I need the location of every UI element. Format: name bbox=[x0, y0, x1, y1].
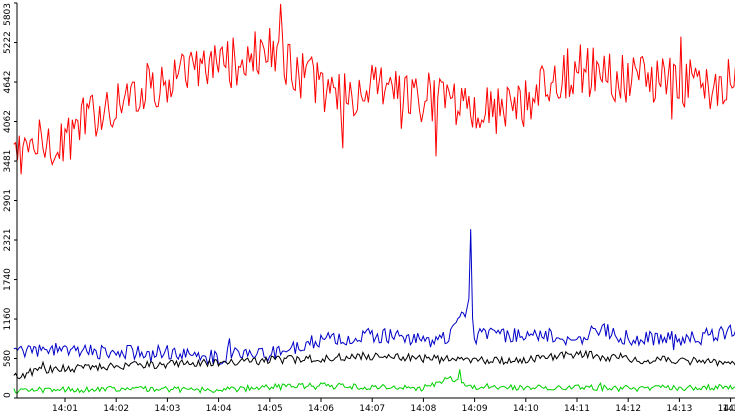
x-tick-label: 14:06 bbox=[308, 404, 334, 414]
x-tick-label: 14:01 bbox=[52, 404, 78, 414]
y-tick-label: 4062 bbox=[3, 110, 13, 133]
x-tick-label: 14:04 bbox=[206, 404, 232, 414]
x-tick-label: 14:09 bbox=[462, 404, 488, 414]
y-tick-label: 0 bbox=[3, 392, 13, 398]
y-tick-label: 2321 bbox=[3, 229, 13, 252]
y-tick-label: 5803 bbox=[3, 3, 13, 26]
series-line-3 bbox=[13, 349, 735, 380]
y-tick-label: 1740 bbox=[3, 268, 13, 291]
series-line-2 bbox=[13, 229, 735, 365]
series-line-4 bbox=[13, 369, 735, 394]
x-tick-group: 14:01 14:02 14:03 14:04 14:05 14:06 14:07 14:08… bbox=[52, 398, 735, 414]
series-line-1 bbox=[13, 3, 735, 175]
x-tick-label: 14:03 bbox=[154, 404, 180, 414]
y-tick-label: 2901 bbox=[3, 189, 13, 212]
y-tick-group: 0 580 1160 1740 2321 2901 3481 4062 4642 5222 5803 bbox=[3, 2, 17, 399]
y-tick-label: 4642 bbox=[3, 71, 13, 94]
x-tick-label: 14:10 bbox=[513, 404, 539, 414]
y-tick-label: 1160 bbox=[3, 307, 13, 330]
x-tick-label: 14:05 bbox=[257, 404, 283, 414]
x-tick-label: 14:07 bbox=[359, 404, 385, 414]
series-group bbox=[13, 3, 735, 394]
y-tick-label: 580 bbox=[3, 350, 13, 367]
x-tick-label: 14:12 bbox=[615, 404, 641, 414]
x-tick-label: 14:14 bbox=[718, 404, 735, 414]
x-tick-label: 14:13 bbox=[666, 404, 692, 414]
x-tick-label: 14 bbox=[723, 404, 735, 414]
y-tick-label: 3481 bbox=[3, 150, 13, 173]
x-tick-label: 14:11 bbox=[564, 404, 590, 414]
axes bbox=[16, 3, 735, 399]
x-tick-label: 14:08 bbox=[410, 404, 436, 414]
x-tick-label: 14:02 bbox=[103, 404, 129, 414]
y-tick-label: 5222 bbox=[3, 31, 13, 54]
